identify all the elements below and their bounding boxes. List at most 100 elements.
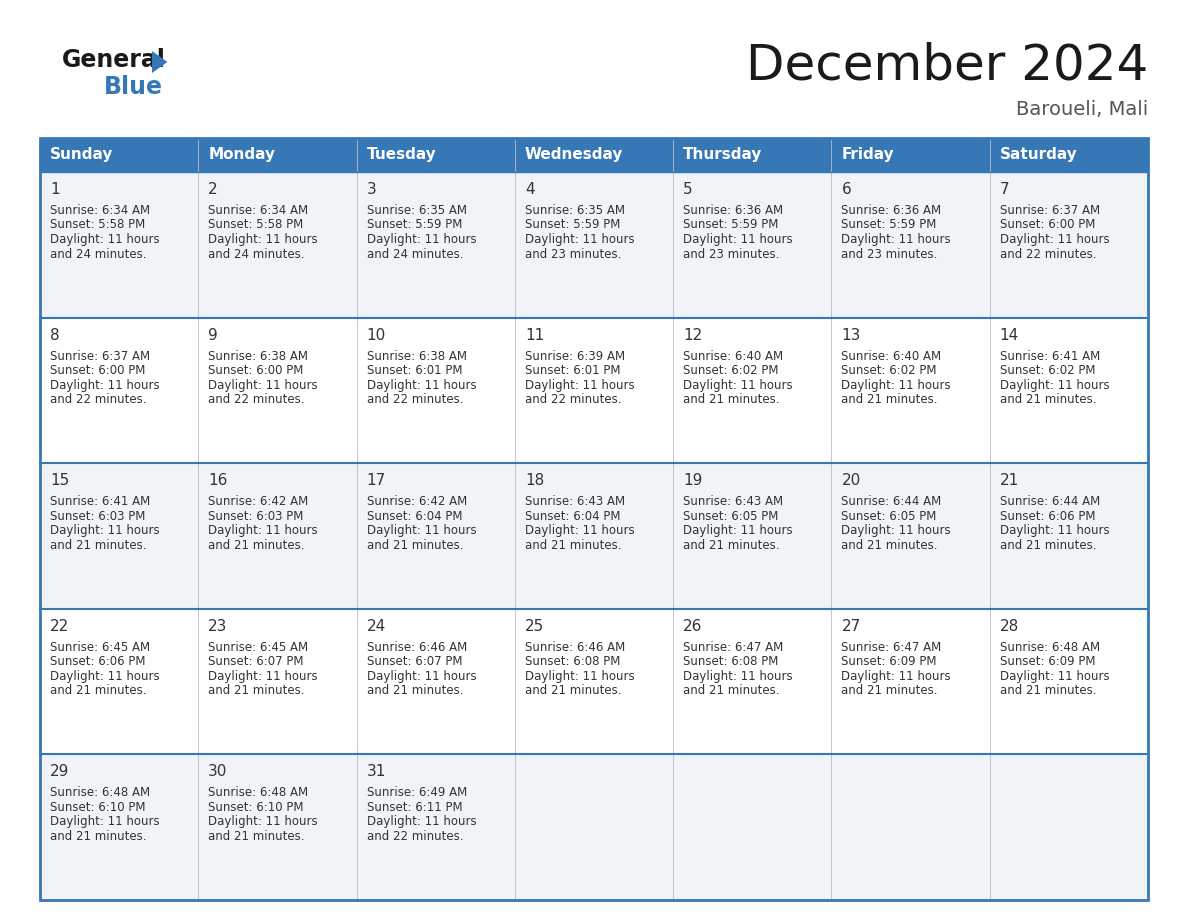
Text: Daylight: 11 hours: Daylight: 11 hours — [525, 233, 634, 246]
Text: and 21 minutes.: and 21 minutes. — [50, 830, 146, 843]
Text: Daylight: 11 hours: Daylight: 11 hours — [1000, 233, 1110, 246]
Text: Wednesday: Wednesday — [525, 148, 624, 162]
Text: 4: 4 — [525, 182, 535, 197]
Text: Sunrise: 6:47 AM: Sunrise: 6:47 AM — [683, 641, 783, 654]
Text: 27: 27 — [841, 619, 860, 633]
Text: and 22 minutes.: and 22 minutes. — [367, 830, 463, 843]
Text: Sunrise: 6:34 AM: Sunrise: 6:34 AM — [208, 204, 309, 217]
Text: Sunrise: 6:43 AM: Sunrise: 6:43 AM — [683, 495, 783, 509]
Text: Sunrise: 6:44 AM: Sunrise: 6:44 AM — [1000, 495, 1100, 509]
Text: 15: 15 — [50, 473, 69, 488]
Text: Sunrise: 6:48 AM: Sunrise: 6:48 AM — [50, 787, 150, 800]
Text: Sunrise: 6:42 AM: Sunrise: 6:42 AM — [367, 495, 467, 509]
Text: Baroueli, Mali: Baroueli, Mali — [1016, 100, 1148, 119]
Text: Daylight: 11 hours: Daylight: 11 hours — [367, 233, 476, 246]
Text: Sunset: 6:09 PM: Sunset: 6:09 PM — [841, 655, 937, 668]
Text: Daylight: 11 hours: Daylight: 11 hours — [50, 524, 159, 537]
Text: 1: 1 — [50, 182, 59, 197]
Text: 13: 13 — [841, 328, 861, 342]
Text: and 21 minutes.: and 21 minutes. — [208, 830, 305, 843]
Text: and 21 minutes.: and 21 minutes. — [208, 539, 305, 552]
Text: Tuesday: Tuesday — [367, 148, 436, 162]
Text: Daylight: 11 hours: Daylight: 11 hours — [1000, 378, 1110, 392]
Text: 16: 16 — [208, 473, 228, 488]
Text: Sunrise: 6:46 AM: Sunrise: 6:46 AM — [367, 641, 467, 654]
Text: Daylight: 11 hours: Daylight: 11 hours — [841, 670, 952, 683]
Text: Daylight: 11 hours: Daylight: 11 hours — [50, 815, 159, 828]
Text: and 21 minutes.: and 21 minutes. — [683, 393, 779, 406]
Text: 28: 28 — [1000, 619, 1019, 633]
Text: and 21 minutes.: and 21 minutes. — [367, 539, 463, 552]
Text: 5: 5 — [683, 182, 693, 197]
Text: Sunset: 6:02 PM: Sunset: 6:02 PM — [683, 364, 778, 377]
Text: Sunset: 6:03 PM: Sunset: 6:03 PM — [50, 509, 145, 522]
Text: Sunrise: 6:43 AM: Sunrise: 6:43 AM — [525, 495, 625, 509]
Text: 20: 20 — [841, 473, 860, 488]
Text: Sunset: 6:02 PM: Sunset: 6:02 PM — [841, 364, 937, 377]
Text: and 21 minutes.: and 21 minutes. — [1000, 684, 1097, 698]
Text: and 21 minutes.: and 21 minutes. — [841, 684, 939, 698]
Text: and 21 minutes.: and 21 minutes. — [683, 539, 779, 552]
Text: Daylight: 11 hours: Daylight: 11 hours — [683, 378, 792, 392]
Text: and 22 minutes.: and 22 minutes. — [367, 393, 463, 406]
Text: Sunrise: 6:36 AM: Sunrise: 6:36 AM — [841, 204, 942, 217]
Text: Sunrise: 6:41 AM: Sunrise: 6:41 AM — [1000, 350, 1100, 363]
Text: Daylight: 11 hours: Daylight: 11 hours — [208, 233, 318, 246]
Text: Sunrise: 6:48 AM: Sunrise: 6:48 AM — [208, 787, 309, 800]
Text: and 21 minutes.: and 21 minutes. — [1000, 393, 1097, 406]
Text: Sunrise: 6:34 AM: Sunrise: 6:34 AM — [50, 204, 150, 217]
Text: Sunset: 6:04 PM: Sunset: 6:04 PM — [525, 509, 620, 522]
Text: and 23 minutes.: and 23 minutes. — [525, 248, 621, 261]
Text: and 22 minutes.: and 22 minutes. — [208, 393, 305, 406]
Text: 31: 31 — [367, 765, 386, 779]
Text: Saturday: Saturday — [1000, 148, 1078, 162]
Text: Daylight: 11 hours: Daylight: 11 hours — [367, 378, 476, 392]
Text: December 2024: December 2024 — [746, 42, 1148, 90]
Text: Daylight: 11 hours: Daylight: 11 hours — [367, 815, 476, 828]
Text: 29: 29 — [50, 765, 69, 779]
Text: 17: 17 — [367, 473, 386, 488]
Text: Sunrise: 6:49 AM: Sunrise: 6:49 AM — [367, 787, 467, 800]
Bar — [40, 609, 1148, 755]
Text: Daylight: 11 hours: Daylight: 11 hours — [1000, 524, 1110, 537]
Text: Sunrise: 6:35 AM: Sunrise: 6:35 AM — [525, 204, 625, 217]
Text: Daylight: 11 hours: Daylight: 11 hours — [841, 524, 952, 537]
Text: Sunrise: 6:48 AM: Sunrise: 6:48 AM — [1000, 641, 1100, 654]
Text: Sunrise: 6:38 AM: Sunrise: 6:38 AM — [367, 350, 467, 363]
Text: Sunset: 6:10 PM: Sunset: 6:10 PM — [208, 800, 304, 814]
Text: Sunset: 6:02 PM: Sunset: 6:02 PM — [1000, 364, 1095, 377]
Text: Daylight: 11 hours: Daylight: 11 hours — [683, 670, 792, 683]
Text: 12: 12 — [683, 328, 702, 342]
Text: 10: 10 — [367, 328, 386, 342]
Text: 24: 24 — [367, 619, 386, 633]
Text: and 22 minutes.: and 22 minutes. — [50, 393, 146, 406]
Text: Daylight: 11 hours: Daylight: 11 hours — [683, 524, 792, 537]
Text: and 21 minutes.: and 21 minutes. — [367, 684, 463, 698]
Text: Sunrise: 6:38 AM: Sunrise: 6:38 AM — [208, 350, 308, 363]
Text: and 21 minutes.: and 21 minutes. — [50, 539, 146, 552]
Text: Sunrise: 6:41 AM: Sunrise: 6:41 AM — [50, 495, 150, 509]
Text: Sunrise: 6:40 AM: Sunrise: 6:40 AM — [683, 350, 783, 363]
Text: 21: 21 — [1000, 473, 1019, 488]
Text: Sunrise: 6:45 AM: Sunrise: 6:45 AM — [208, 641, 309, 654]
Text: Thursday: Thursday — [683, 148, 763, 162]
Text: and 21 minutes.: and 21 minutes. — [683, 684, 779, 698]
Text: 14: 14 — [1000, 328, 1019, 342]
Text: Sunset: 6:08 PM: Sunset: 6:08 PM — [683, 655, 778, 668]
Text: 22: 22 — [50, 619, 69, 633]
Text: and 23 minutes.: and 23 minutes. — [683, 248, 779, 261]
Text: Sunrise: 6:36 AM: Sunrise: 6:36 AM — [683, 204, 783, 217]
Text: Sunset: 6:00 PM: Sunset: 6:00 PM — [50, 364, 145, 377]
Text: Sunset: 6:10 PM: Sunset: 6:10 PM — [50, 800, 145, 814]
Text: Friday: Friday — [841, 148, 895, 162]
Text: 26: 26 — [683, 619, 702, 633]
Text: Sunset: 6:07 PM: Sunset: 6:07 PM — [208, 655, 304, 668]
Text: Sunset: 6:05 PM: Sunset: 6:05 PM — [841, 509, 937, 522]
Text: 8: 8 — [50, 328, 59, 342]
Text: Daylight: 11 hours: Daylight: 11 hours — [208, 524, 318, 537]
Bar — [40, 755, 1148, 900]
Text: Sunset: 5:59 PM: Sunset: 5:59 PM — [525, 218, 620, 231]
Text: 25: 25 — [525, 619, 544, 633]
Text: Sunset: 5:59 PM: Sunset: 5:59 PM — [367, 218, 462, 231]
Text: Sunset: 5:59 PM: Sunset: 5:59 PM — [683, 218, 778, 231]
